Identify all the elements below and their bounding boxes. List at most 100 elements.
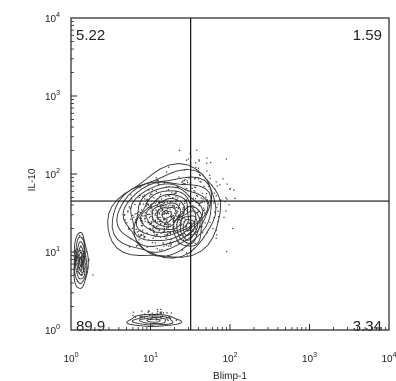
event-dot [142,229,144,231]
quadrant-upper-right-value: 1.59 [353,27,382,44]
event-dot [78,250,81,252]
event-dot [165,205,167,207]
event-dot [147,311,149,314]
event-dot [222,178,224,180]
event-dot [154,242,156,244]
event-dot [80,259,82,261]
event-dot [143,234,145,236]
event-dot [160,312,162,314]
event-dot [147,184,149,186]
event-dot [191,234,193,236]
event-dot [179,221,181,223]
event-dot [155,225,158,227]
event-dot [73,255,75,257]
event-dot [228,204,230,206]
event-dot [216,185,218,187]
event-dot [184,202,186,204]
event-dot [148,310,150,312]
event-dot [159,201,161,203]
event-dot [181,223,183,225]
contour-line [133,186,204,242]
quadrant-upper-left-value: 5.22 [76,27,105,44]
event-dot [166,312,168,314]
event-dot [143,236,145,238]
event-dot [167,194,169,196]
event-dot [165,224,167,226]
event-dot [165,221,167,223]
event-dot [161,204,163,206]
event-dot [199,174,201,177]
event-dot [188,177,190,179]
event-dot [146,246,148,248]
event-dot [176,212,178,214]
event-dot [226,198,228,200]
event-dot [172,215,174,217]
event-dot [185,199,188,201]
event-dot [179,219,181,221]
event-dot [167,212,169,215]
event-dot [83,251,85,253]
event-dot [133,216,135,218]
event-dot [159,204,161,206]
event-dot [172,197,174,199]
event-dot [85,263,87,265]
event-dot [158,221,161,223]
event-dot [159,216,161,219]
event-dot [163,201,165,203]
event-dot [77,262,79,265]
quadrant-lower-right-value: 3.34 [353,318,382,335]
event-dot [196,149,198,151]
event-dot [173,193,175,195]
event-dot [170,215,172,217]
contour-line [75,241,86,280]
event-dot [149,213,151,215]
event-dot [151,222,153,224]
event-dot [194,177,196,179]
event-dot [186,255,188,257]
event-dot [83,267,85,269]
event-dot [186,252,188,254]
event-dot [128,206,130,208]
event-dot [158,201,160,203]
event-dot [194,186,196,189]
event-dot [229,188,231,191]
event-dot [176,219,178,221]
event-dot [142,195,144,197]
event-dot [160,223,162,225]
event-dot [187,234,189,236]
event-dot [167,205,169,207]
event-dot [150,215,152,217]
event-dot [225,197,227,199]
event-dot [163,213,165,215]
event-dot [160,308,162,311]
event-dot [159,312,161,314]
event-dot [178,243,180,245]
event-dot [194,191,196,193]
event-dot [78,257,80,259]
contour-line [156,207,177,224]
event-dot [177,211,179,213]
event-dot [138,239,140,241]
event-dot [153,234,155,236]
event-dot [169,204,171,206]
event-dot [155,177,157,179]
event-dot [193,206,195,208]
event-dot [137,214,139,216]
event-dot [201,201,203,203]
event-dot [134,316,137,318]
event-dot [186,206,188,208]
event-dot [213,202,215,204]
event-dot [199,217,201,219]
event-dot [194,198,197,200]
event-dot [161,249,163,251]
event-dot [158,183,160,185]
event-dot [215,195,217,197]
event-dot [165,195,167,197]
event-dot [79,235,81,237]
event-dot [155,190,157,193]
event-dot [165,317,168,319]
event-dot [203,185,205,187]
event-dot [139,203,141,205]
event-dot [136,231,138,233]
event-dot [206,199,208,201]
